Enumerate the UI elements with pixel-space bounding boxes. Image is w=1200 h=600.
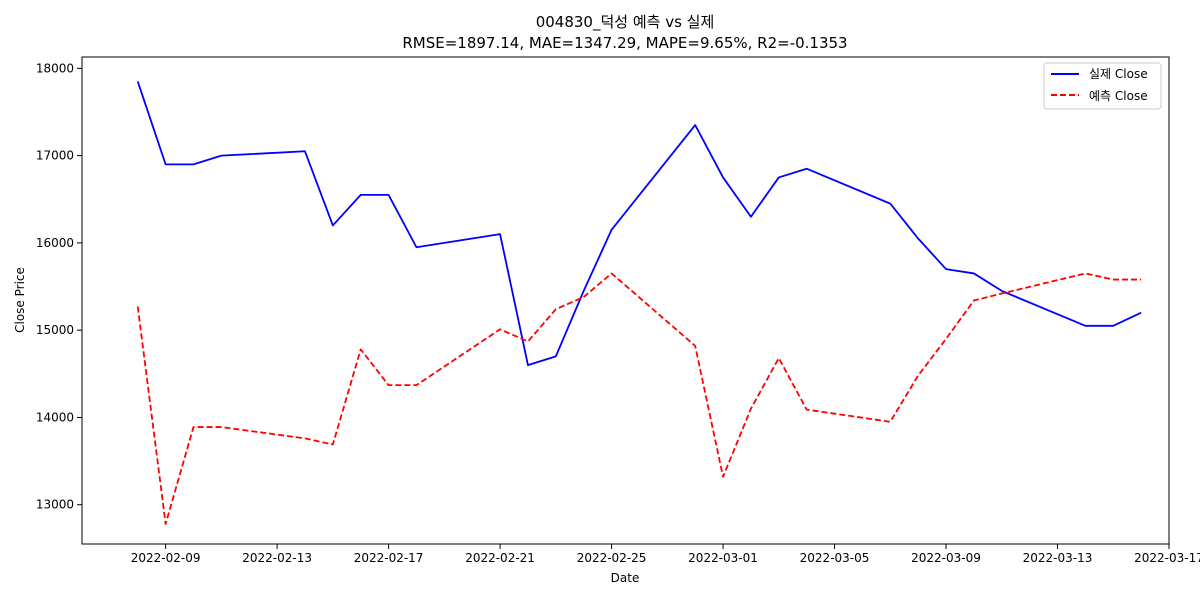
- x-axis: 2022-02-09 2022-02-13 2022-02-17 2022-02-21…: [131, 544, 1200, 565]
- x-tick-label: 2022-03-13: [1023, 551, 1093, 565]
- chart-title: 004830_덕성 예측 vs 실제: [536, 13, 715, 32]
- x-tick-label: 2022-03-17: [1134, 551, 1200, 565]
- y-axis: 13000 14000 15000 16000 17000 18000: [36, 61, 82, 512]
- y-tick-label: 13000: [36, 498, 74, 512]
- x-tick-label: 2022-03-01: [688, 551, 758, 565]
- x-tick-label: 2022-02-13: [242, 551, 312, 565]
- series-line-actual: [136, 81, 1142, 366]
- x-tick-label: 2022-02-21: [465, 551, 535, 565]
- plot-frame: [81, 56, 1170, 545]
- legend-label-predicted: 예측 Close: [1089, 89, 1148, 103]
- legend: 실제 Close 예측 Close: [1043, 62, 1162, 110]
- y-tick-label: 17000: [36, 149, 74, 163]
- chart-subtitle: RMSE=1897.14, MAE=1347.29, MAPE=9.65%, R…: [402, 34, 847, 52]
- y-tick-label: 14000: [36, 410, 74, 424]
- y-axis-label: Close Price: [13, 267, 27, 333]
- x-tick-label: 2022-02-17: [354, 551, 424, 565]
- y-tick-label: 18000: [36, 61, 74, 75]
- x-tick-label: 2022-03-05: [800, 551, 870, 565]
- y-tick-label: 15000: [36, 323, 74, 337]
- series-lines: [136, 81, 1142, 525]
- x-tick-label: 2022-02-09: [131, 551, 201, 565]
- x-tick-label: 2022-03-09: [911, 551, 981, 565]
- x-tick-label: 2022-02-25: [577, 551, 647, 565]
- series-line-predicted: [136, 272, 1142, 525]
- legend-label-actual: 실제 Close: [1089, 67, 1148, 81]
- x-axis-label: Date: [611, 571, 640, 585]
- y-tick-label: 16000: [36, 236, 74, 250]
